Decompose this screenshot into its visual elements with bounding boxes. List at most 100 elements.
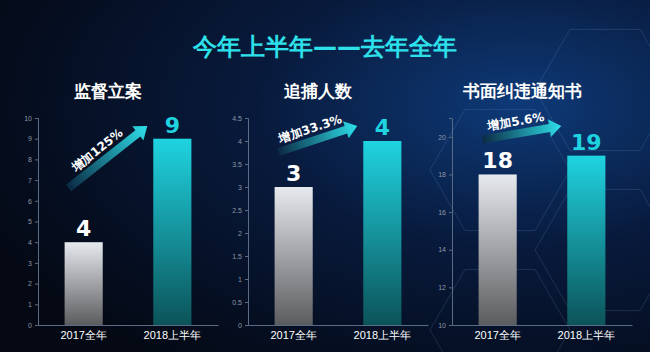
x-axis-line	[249, 325, 429, 326]
y-tick-label: 0.5	[232, 299, 242, 306]
y-tick-label: 20	[438, 134, 446, 141]
arrow: 增加33.3%	[273, 108, 360, 161]
y-tick-mark	[35, 118, 38, 119]
y-tick-label: 8	[28, 156, 32, 163]
x-tick: 2018上半年	[144, 325, 201, 341]
y-tick: 18	[438, 171, 452, 178]
y-tick: 6	[28, 198, 38, 205]
annotation: 增加125%	[68, 126, 125, 175]
y-tick-mark	[245, 210, 248, 211]
y-tick: 1	[238, 276, 248, 283]
y-tick-mark	[245, 256, 248, 257]
chart-title: 书面纠违通知书	[462, 81, 582, 101]
annotation: 增加5.6%	[486, 110, 546, 134]
data-labels: 49	[76, 113, 180, 242]
y-tick-label: 2	[28, 280, 32, 287]
y-tick: 16	[438, 209, 452, 216]
y-tick-label: 4	[238, 138, 242, 145]
y-axis: 0 1 2 3 4 5 6 7 8 9 10	[24, 115, 38, 329]
y-tick-label: 3	[238, 184, 242, 191]
bar	[567, 156, 605, 325]
y-axis-line	[245, 119, 249, 326]
y-tick: 4	[28, 239, 38, 246]
y-tick-mark	[245, 141, 248, 142]
y-tick: 3	[28, 260, 38, 267]
arrow: 增加125%	[57, 111, 153, 195]
y-tick: 12	[438, 284, 452, 291]
x-tick-label: 2017全年	[270, 329, 316, 341]
data-label: 18	[482, 148, 513, 173]
y-tick: 0	[28, 322, 38, 329]
y-tick-label: 14	[438, 246, 446, 253]
y-tick-label: 1.5	[232, 253, 242, 260]
x-tick: 2017全年	[474, 325, 520, 341]
chart-0: 监督立案0123456789102017全年2018上半年49增加125%	[24, 81, 218, 341]
annotation: 增加33.3%	[276, 112, 344, 146]
x-tick: 2017全年	[270, 325, 316, 341]
x-tick-label: 2018上半年	[144, 329, 201, 341]
y-tick-label: 6	[28, 198, 32, 205]
y-tick-mark	[449, 325, 452, 326]
x-tick-label: 2017全年	[474, 329, 520, 341]
y-tick: 7	[28, 177, 38, 184]
y-tick: 4.5	[232, 115, 248, 122]
decoration	[430, 29, 650, 352]
y-tick-label: 7	[28, 177, 32, 184]
y-tick-label: 16	[438, 209, 446, 216]
y-tick-label: 9	[28, 135, 32, 142]
y-tick-label: 2.5	[232, 207, 242, 214]
y-tick-mark	[449, 137, 452, 138]
data-label: 4	[375, 115, 390, 140]
bars	[275, 141, 402, 325]
data-label: 9	[165, 113, 180, 138]
data-label: 19	[571, 130, 602, 155]
bar	[363, 141, 401, 325]
chart-title: 追捕人数	[283, 81, 353, 101]
y-tick-mark	[35, 304, 38, 305]
y-tick: 1.5	[232, 253, 248, 260]
y-tick: 5	[28, 218, 38, 225]
y-tick-label: 4.5	[232, 115, 242, 122]
x-tick-label: 2017全年	[60, 329, 106, 341]
y-tick-mark	[35, 222, 38, 223]
page-title: 今年上半年——去年全年	[192, 33, 457, 61]
y-tick-label: 12	[438, 284, 446, 291]
y-tick: 8	[28, 156, 38, 163]
y-axis: 00.511.522.533.544.5	[232, 115, 248, 329]
y-tick-mark	[35, 159, 38, 160]
chart-title: 监督立案	[74, 81, 142, 101]
y-tick-mark	[35, 263, 38, 264]
y-tick-mark	[449, 174, 452, 175]
chart-2: 书面纠违通知书1012141618202017全年2018上半年1819增加5.…	[438, 81, 632, 341]
y-tick-mark	[245, 118, 248, 119]
data-label: 4	[76, 216, 91, 241]
y-tick-mark	[245, 279, 248, 280]
y-tick-mark	[449, 212, 452, 213]
x-axis: 2017全年 2018上半年	[249, 325, 429, 341]
y-tick-mark	[245, 325, 248, 326]
arrow-shape	[63, 119, 153, 195]
y-tick-label: 10	[24, 115, 32, 122]
y-tick: 9	[28, 135, 38, 142]
bar	[65, 242, 103, 325]
y-tick: 10	[24, 115, 38, 122]
y-tick: 10	[438, 322, 452, 329]
y-tick: 0.5	[232, 299, 248, 306]
y-tick: 3.5	[232, 161, 248, 168]
y-tick-label: 4	[28, 239, 32, 246]
x-tick-label: 2018上半年	[354, 329, 411, 341]
bars	[479, 156, 606, 325]
x-axis-line	[453, 325, 633, 326]
y-tick-label: 3	[28, 260, 32, 267]
y-tick-label: 10	[438, 322, 446, 329]
y-tick-label: 1	[28, 301, 32, 308]
y-tick-mark	[449, 250, 452, 251]
x-tick: 2017全年	[60, 325, 106, 341]
y-axis-line	[449, 119, 453, 326]
x-axis: 2017全年 2018上半年	[39, 325, 219, 341]
y-tick: 20	[438, 134, 452, 141]
y-axis-line	[35, 119, 39, 326]
y-tick-mark	[35, 201, 38, 202]
y-tick-mark	[35, 242, 38, 243]
y-tick-mark	[245, 233, 248, 234]
